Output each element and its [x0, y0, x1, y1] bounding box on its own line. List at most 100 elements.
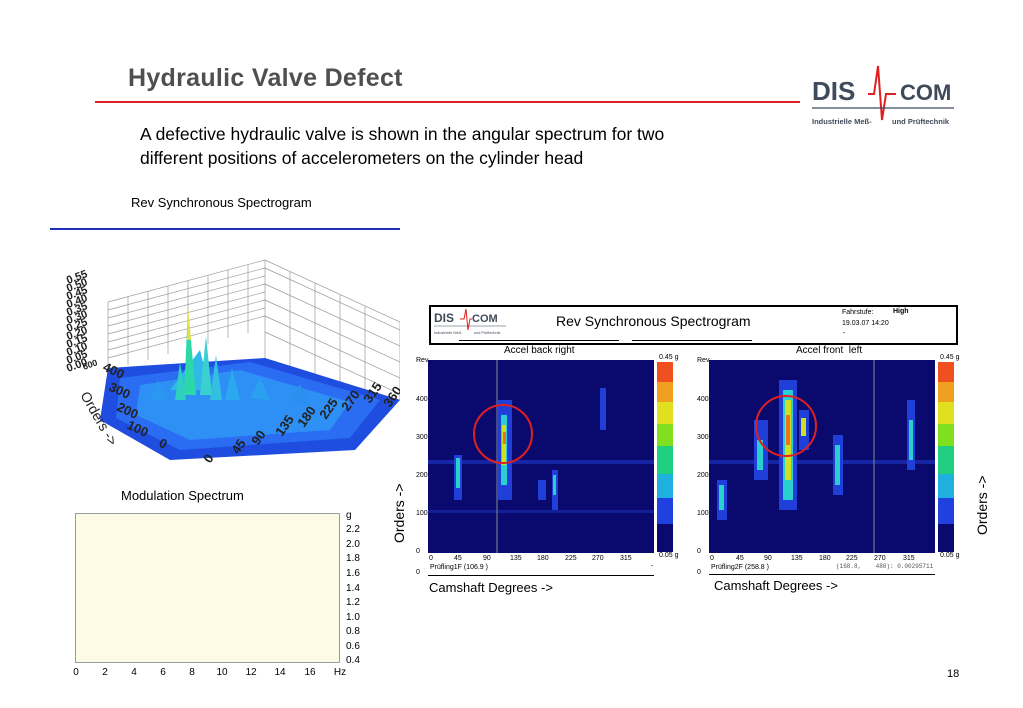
title-underline: [95, 101, 800, 103]
right-plot-heading: Accel front left: [796, 345, 863, 356]
right-x-tick: 315: [903, 555, 915, 562]
fahrstufe-value: High: [893, 308, 909, 315]
modulation-y-tick: 1.6: [346, 568, 360, 579]
left-defect-circle: [473, 404, 533, 464]
right-x-tick: 225: [846, 555, 858, 562]
modulation-x-tick: 14: [274, 667, 286, 678]
left-color-scale: [657, 362, 673, 552]
right-x-tick: 0: [710, 555, 714, 562]
left-scale-bottom: 0.05 g: [659, 552, 679, 559]
left-y-tick: 100: [416, 510, 428, 517]
left-x-tick: 90: [483, 555, 491, 562]
svg-text:DIS: DIS: [434, 311, 454, 325]
right-x-axis-label: Camshaft Degrees ->: [714, 578, 838, 593]
left-footer: Prüfling1F (106.9 ): [430, 564, 488, 571]
header-dash: -: [843, 330, 846, 337]
right-x-tick: 45: [736, 555, 744, 562]
modulation-x-tick: 12: [245, 667, 257, 678]
left-x-tick: 135: [510, 555, 522, 562]
left-scale-top: 0.45 g: [659, 354, 679, 361]
left-x-tick: 180: [537, 555, 549, 562]
intro-line-2: different positions of accelerometers on…: [140, 148, 584, 168]
measurement-date: 19.03.07 14:20: [842, 320, 889, 327]
modulation-y-tick: 0.4: [346, 655, 360, 666]
left-plot-heading: Accel back right: [504, 345, 575, 356]
modulation-y-tick: 0.8: [346, 626, 360, 637]
modulation-y-tick: 1.8: [346, 553, 360, 564]
logo-tagline-right: und Prüftechnik: [892, 117, 950, 126]
left-footer-dash: -: [651, 563, 654, 570]
logo-text-right: COM: [900, 80, 951, 105]
right-y-tick: 300: [697, 434, 709, 441]
fahrstufe-label: Fahrstufe:: [842, 309, 874, 316]
right-x-tick: 180: [819, 555, 831, 562]
angle-tick: 90: [248, 427, 269, 447]
right-scale-bottom: 0.05 g: [940, 552, 960, 559]
right-heading-rule: [632, 340, 752, 341]
modulation-y-tick: 1.0: [346, 612, 360, 623]
left-x-tick: 225: [565, 555, 577, 562]
right-y-tick: 0: [697, 548, 701, 555]
logo-text-left: DIS: [812, 76, 855, 106]
left-rev-label: Rev: [416, 357, 429, 364]
right-color-scale: [938, 362, 954, 552]
modulation-x-tick: 10: [216, 667, 228, 678]
right-footer: Prüfling2F (258.8 ): [711, 564, 769, 571]
left-heading-rule: [459, 340, 619, 341]
logo-pulse-icon: [868, 65, 896, 121]
intro-line-1: A defective hydraulic valve is shown in …: [140, 124, 665, 144]
right-x-tick: 90: [764, 555, 772, 562]
right-rev-label: Rev: [697, 357, 710, 364]
modulation-y-tick: 2.0: [346, 539, 360, 550]
svg-text:COM: COM: [472, 313, 498, 325]
svg-text:Industrielle Meß-: Industrielle Meß-: [434, 331, 463, 335]
left-x-tick: 315: [620, 555, 632, 562]
left-y-tick: 400: [416, 396, 428, 403]
spectrogram3d-heading: Rev Synchronous Spectrogram: [131, 195, 312, 210]
left-y-tick: 0: [416, 548, 420, 555]
left-orders-label: Orders ->: [391, 483, 407, 543]
left-x-tick: 0: [429, 555, 433, 562]
left-y-tick: 200: [416, 472, 428, 479]
slide-title: Hydraulic Valve Defect: [128, 64, 403, 92]
right-spectrogram: [709, 360, 935, 553]
right-y-tick: 400: [697, 396, 709, 403]
right-footer-zero: 0: [697, 569, 701, 576]
panel-header-box: [429, 305, 958, 345]
modulation-y-tick: 0.6: [346, 641, 360, 652]
spectrogram3d-z-ticks: 0.55 0.50 0.45 0.40 0.35 0.30 0.25 0.20 …: [65, 268, 99, 375]
right-orders-label: Orders ->: [974, 475, 990, 535]
cursor-readout: (168.8, 488): 0.00295711: [836, 563, 934, 570]
modulation-y-tick: 1.2: [346, 597, 360, 608]
modulation-x-tick: 0: [73, 667, 79, 678]
modulation-x-tick: 6: [160, 667, 166, 678]
modulation-x-tick: 16: [304, 667, 316, 678]
right-defect-circle: [755, 395, 817, 457]
left-spectrogram: [428, 360, 654, 553]
modulation-y-tick: 2.2: [346, 524, 360, 535]
modulation-x-tick: 4: [131, 667, 137, 678]
modulation-plot-area: [75, 513, 340, 663]
panel-logo: DIS COM Industrielle Meß- und Prüftechni…: [434, 308, 506, 335]
z-tick: 600: [81, 357, 99, 372]
modulation-heading: Modulation Spectrum: [121, 488, 244, 503]
right-footer-rule: [709, 574, 935, 575]
right-x-tick: 270: [874, 555, 886, 562]
right-y-tick: 200: [697, 472, 709, 479]
right-scale-top: 0.45 g: [940, 354, 960, 361]
modulation-x-tick: 2: [102, 667, 108, 678]
svg-text:und Prüftechnik: und Prüftechnik: [474, 331, 500, 335]
left-x-axis-label: Camshaft Degrees ->: [429, 580, 553, 595]
left-x-tick: 45: [454, 555, 462, 562]
left-footer-zero: 0: [416, 569, 420, 576]
discom-logo: DIS COM Industrielle Meß- und Prüftechni…: [812, 65, 954, 126]
modulation-y-unit: g: [346, 510, 352, 521]
right-x-tick: 135: [791, 555, 803, 562]
left-footer-rule: [428, 575, 654, 576]
modulation-x-unit: Hz: [333, 667, 347, 678]
intro-text: A defective hydraulic valve is shown in …: [140, 122, 800, 170]
angle-tick: 45: [228, 436, 249, 456]
spectrogram3d-plot: 0.55 0.50 0.45 0.40 0.35 0.30 0.25 0.20 …: [65, 259, 400, 466]
left-x-tick: 270: [592, 555, 604, 562]
logo-tagline-left: Industrielle Meß-: [812, 117, 872, 126]
